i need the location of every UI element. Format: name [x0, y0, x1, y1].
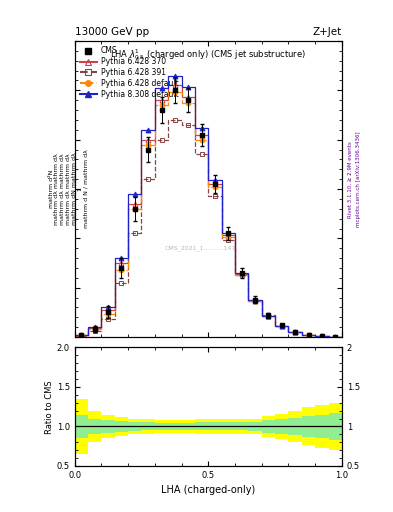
X-axis label: LHA (charged-only): LHA (charged-only)	[161, 485, 255, 495]
Text: mcplots.cern.ch [arXiv:1306.3436]: mcplots.cern.ch [arXiv:1306.3436]	[356, 132, 361, 227]
Y-axis label: Ratio to CMS: Ratio to CMS	[45, 380, 54, 434]
Y-axis label: mathrm d²N
mathrm dλ mathrm dλ
mathrm dλ mathrm dλ
mathrm dλ mathrm dλ
mathrm dN: mathrm d²N mathrm dλ mathrm dλ mathrm dλ…	[48, 150, 88, 228]
Text: Rivet 3.1.10, ≥ 2.9M events: Rivet 3.1.10, ≥ 2.9M events	[348, 141, 353, 218]
Legend: CMS, Pythia 6.428 370, Pythia 6.428 391, Pythia 6.428 default, Pythia 8.308 defa: CMS, Pythia 6.428 370, Pythia 6.428 391,…	[79, 45, 180, 100]
Text: Z+Jet: Z+Jet	[313, 27, 342, 37]
Text: CMS_2021_1..........147: CMS_2021_1..........147	[165, 245, 236, 251]
Text: LHA $\lambda^{1}_{0.5}$ (charged only) (CMS jet substructure): LHA $\lambda^{1}_{0.5}$ (charged only) (…	[110, 47, 306, 62]
Text: 13000 GeV pp: 13000 GeV pp	[75, 27, 149, 37]
